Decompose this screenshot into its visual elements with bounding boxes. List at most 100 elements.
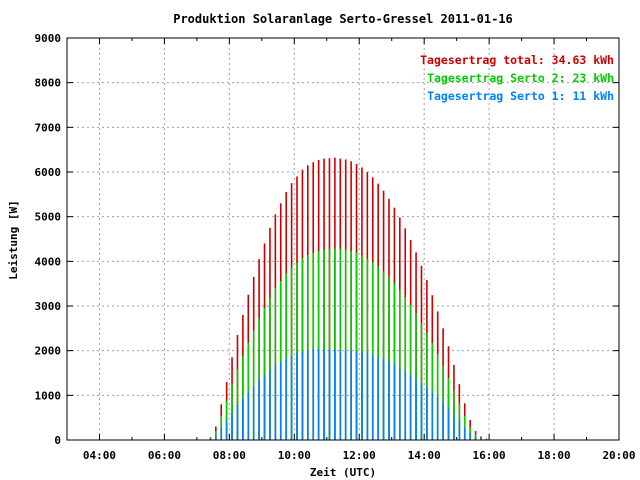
bar [453,414,455,440]
y-tick-label: 4000 [35,255,62,268]
legend-entry: Tagesertrag total: 34.63 kWh [420,53,614,67]
bar [231,412,233,440]
x-tick-label: 16:00 [473,449,506,462]
bar [350,251,352,440]
bar [301,258,304,440]
bar [355,252,358,440]
y-tick-label: 8000 [35,77,62,90]
bar [409,305,412,440]
series-1 [209,157,488,441]
bar [377,356,379,440]
x-tick-label: 14:00 [408,449,441,462]
bar-series [209,157,488,441]
bar [458,420,461,440]
bar [420,322,423,440]
x-tick-label: 18:00 [537,449,570,462]
y-tick-label: 5000 [35,211,62,224]
bar [279,280,282,440]
bar [317,348,320,440]
bar [426,387,428,440]
bar [225,420,228,440]
bar [269,297,271,440]
bar [480,438,482,440]
bar [279,361,282,440]
bar [328,349,331,440]
bar [393,283,396,440]
bar [339,349,342,440]
bar [307,350,309,440]
y-tick-label: 2000 [35,345,62,358]
bar [334,248,336,440]
bar [344,350,347,440]
bar [236,405,239,440]
bar [388,361,390,440]
bar [296,262,298,440]
bar [263,307,266,440]
bar [236,369,239,440]
bar [247,391,250,440]
bar [388,276,390,440]
bar [209,438,212,440]
bar [285,358,287,440]
bar [447,408,450,440]
x-tick-label: 08:00 [213,449,246,462]
bar [301,351,304,440]
y-tick-label: 1000 [35,389,62,402]
bar [215,435,217,440]
x-tick-label: 20:00 [602,449,635,462]
bar [339,248,342,440]
bar [242,356,244,440]
bar [252,385,255,440]
bar [366,353,369,440]
grid-lines [67,38,619,440]
bar [420,382,423,440]
bar [274,288,277,440]
bar [350,350,352,440]
plot-frame [66,37,620,441]
bar [361,352,363,440]
bar [344,249,347,440]
bar [474,436,477,440]
bar [404,297,407,440]
x-tick-labels: 04:00 06:00 08:00 10:00 12:00 14:00 16:00 18:00… [83,449,636,462]
bar [377,266,379,440]
bar [404,371,407,440]
bar [355,351,358,440]
bar [258,380,260,440]
bar [361,255,363,440]
legend-entry: Tagesertrag Serto 2: 23 kWh [427,71,614,85]
bar [231,384,233,440]
x-tick-label: 12:00 [343,449,376,462]
bar [312,252,315,440]
axis-ticks [66,37,620,441]
bar [371,355,374,440]
bar [285,273,287,440]
bar [247,342,250,440]
series-3 [209,348,488,440]
bar [317,251,320,440]
bar [463,427,466,440]
bar [290,355,293,440]
bar [366,258,369,440]
bar [263,374,266,440]
x-axis-label: Zeit (UTC) [310,466,376,479]
bar [323,249,325,440]
x-tick-label: 04:00 [83,449,116,462]
bar [269,369,271,440]
bar [415,378,417,440]
bar [399,367,401,440]
bar [442,402,444,440]
bar [382,359,385,440]
bar [334,349,336,440]
y-tick-label: 0 [54,434,61,447]
bar [409,374,412,440]
legend-entry: Tagesertrag Serto 1: 11 kWh [427,89,614,103]
bar [225,400,228,440]
y-tick-label: 7000 [35,121,62,134]
bar [328,248,331,440]
bar [469,432,471,440]
bar [436,397,439,440]
y-axis-label: Leistung [W] [7,200,20,279]
legend: Tagesertrag total: 34.63 kWh Tagesertrag … [420,53,614,103]
